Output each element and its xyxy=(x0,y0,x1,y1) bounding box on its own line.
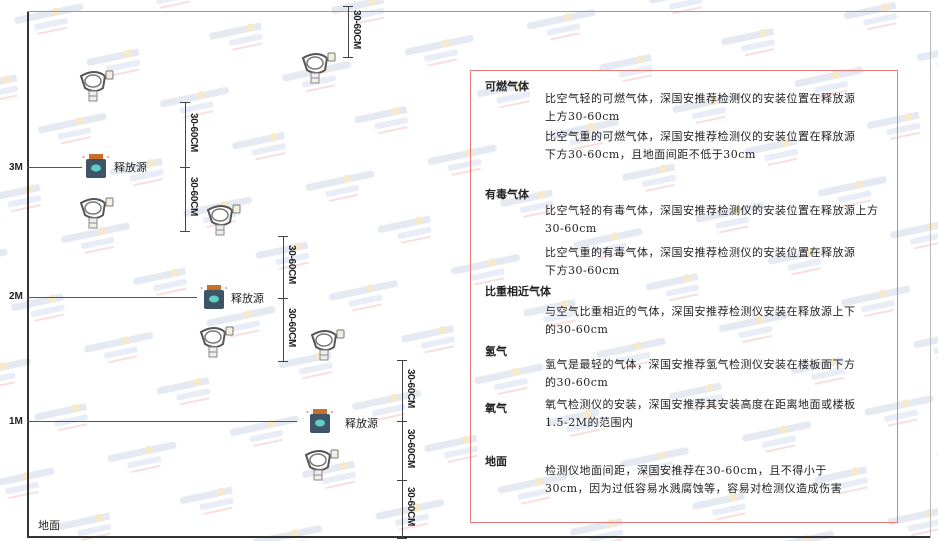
gas-detector-icon xyxy=(75,68,115,108)
dimension-tick xyxy=(278,236,288,237)
oxygen-title: 氧气 xyxy=(485,402,507,415)
similar-title: 比重相近气体 xyxy=(485,285,551,298)
level-1m: 1M xyxy=(9,416,23,427)
toxic-lighter: 比空气轻的有毒气体，深国安推荐检测仪的安装位置在释放源上方30-60cm xyxy=(545,204,879,235)
gas-detector-icon xyxy=(297,50,337,90)
dimension-line xyxy=(283,298,284,361)
combustible-heavier: 比空气重的可燃气体，深国安推荐检测仪的安装位置在释放源下方30-60cm，且地面… xyxy=(545,130,856,161)
gas-detector-icon xyxy=(195,324,235,364)
dimension-label: 30-60CM xyxy=(405,368,416,408)
dimension-line xyxy=(185,102,186,167)
hydrogen-text: 氢气是最轻的气体，深国安推荐氢气检测仪安装在楼板面下方的30-60cm xyxy=(545,358,856,389)
source-label-3m: 释放源 xyxy=(114,161,147,174)
dimension-line xyxy=(348,6,349,57)
hydrogen-title: 氢气 xyxy=(485,345,507,358)
release-source-icon xyxy=(306,408,334,434)
wall-line xyxy=(27,11,29,538)
release-source-icon xyxy=(82,153,110,179)
gas-detector-icon xyxy=(202,202,242,242)
gas-detector-icon xyxy=(300,447,340,487)
floor-line xyxy=(27,536,930,538)
dimension-label: 30-60CM xyxy=(286,307,297,347)
level-2m-line xyxy=(27,297,197,298)
dimension-label: 30-60CM xyxy=(188,112,199,152)
dimension-tick xyxy=(278,298,288,299)
dimension-tick xyxy=(397,421,407,422)
dimension-tick xyxy=(343,57,353,58)
gas-detector-icon xyxy=(306,327,346,367)
level-3m: 3M xyxy=(9,162,23,173)
dimension-line xyxy=(402,421,403,480)
dimension-line xyxy=(402,360,403,421)
toxic-title: 有毒气体 xyxy=(485,188,529,201)
source-label-2m: 释放源 xyxy=(231,292,264,305)
level-1m-line xyxy=(27,421,297,422)
ceiling-line xyxy=(27,11,930,12)
source-label-1m: 释放源 xyxy=(345,417,378,430)
dimension-line xyxy=(185,167,186,231)
dimension-tick xyxy=(397,360,407,361)
toxic-heavier: 比空气重的有毒气体，深国安推荐检测仪的安装位置在释放源下方30-60cm xyxy=(545,246,856,277)
right-line xyxy=(930,11,931,538)
ground-title: 地面 xyxy=(485,455,507,468)
combustible-lighter: 比空气轻的可燃气体，深国安推荐检测仪的安装位置在释放源上方30-60cm xyxy=(545,92,856,123)
dimension-label: 30-60CM xyxy=(351,9,362,49)
oxygen-text: 氧气检测仪的安装，深国安推荐其安装高度在距离地面或楼板1.5-2M的范围内 xyxy=(545,398,856,429)
ground-text: 检测仪地面间距，深国安推荐在30-60cm，且不得小于30cm，因为过低容易水溅… xyxy=(545,464,843,495)
dimension-tick xyxy=(397,538,407,539)
dimension-tick xyxy=(343,6,353,7)
dimension-label: 30-60CM xyxy=(405,428,416,468)
dimension-line xyxy=(283,236,284,298)
legend-box xyxy=(470,70,898,523)
release-source-icon xyxy=(200,284,228,310)
level-2m: 2M xyxy=(9,291,23,302)
ground-label: 地面 xyxy=(38,519,60,532)
similar-text: 与空气比重相近的气体，深国安推荐检测仪安装在释放源上下的30-60cm xyxy=(545,305,856,336)
dimension-tick xyxy=(278,361,288,362)
dimension-label: 30-60CM xyxy=(405,487,416,527)
dimension-tick xyxy=(180,167,190,168)
dimension-tick xyxy=(180,231,190,232)
level-3m-line xyxy=(27,167,82,168)
dimension-label: 30-60CM xyxy=(286,245,297,285)
dimension-tick xyxy=(180,102,190,103)
gas-detector-icon xyxy=(75,195,115,235)
dimension-line xyxy=(402,480,403,538)
combustible-title: 可燃气体 xyxy=(485,80,529,93)
dimension-label: 30-60CM xyxy=(188,177,199,217)
dimension-tick xyxy=(397,480,407,481)
